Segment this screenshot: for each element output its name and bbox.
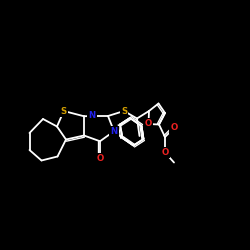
Text: O: O (162, 148, 168, 157)
Text: O: O (170, 124, 177, 132)
Text: O: O (145, 120, 152, 128)
Text: S: S (121, 106, 127, 116)
Text: N: N (88, 112, 96, 120)
Text: S: S (60, 106, 67, 116)
Text: O: O (96, 154, 104, 163)
Text: N: N (110, 127, 117, 136)
